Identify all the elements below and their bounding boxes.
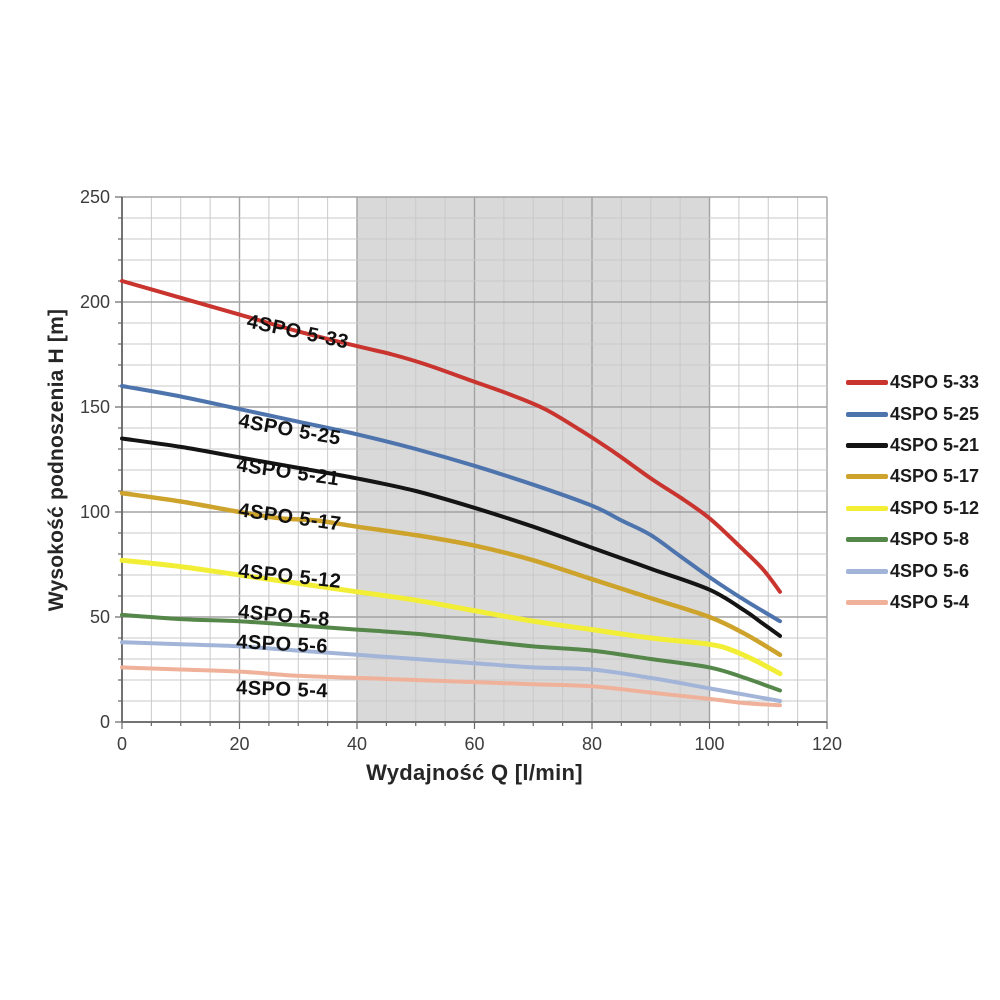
curve-label: 4SPO 5-4 xyxy=(236,677,329,702)
y-tick-label: 0 xyxy=(100,712,110,732)
x-tick-label: 120 xyxy=(812,734,842,754)
y-tick-label: 250 xyxy=(80,187,110,207)
legend-item: 4SPO 5-4 xyxy=(846,587,979,618)
legend-item: 4SPO 5-17 xyxy=(846,461,979,492)
series-4spo-5-8 xyxy=(120,612,782,693)
x-tick-label: 100 xyxy=(694,734,724,754)
legend-label: 4SPO 5-25 xyxy=(890,403,980,424)
curve-label: 4SPO 5-21 xyxy=(235,454,341,490)
curve-label: 4SPO 5-25 xyxy=(237,410,343,450)
series-4spo-5-6 xyxy=(120,640,782,703)
x-axis-title: Wydajność Q [l/min] xyxy=(366,760,583,785)
series-4spo-5-17 xyxy=(119,490,783,658)
legend-item: 4SPO 5-25 xyxy=(846,398,979,429)
legend: 4SPO 5-33 4SPO 5-25 4SPO 5-21 4SPO 5-17 4SPO… xyxy=(846,367,979,618)
legend-swatch xyxy=(846,442,888,448)
legend-swatch xyxy=(846,599,888,605)
legend-item: 4SPO 5-21 xyxy=(846,430,979,461)
series-4spo-5-12 xyxy=(119,557,783,677)
legend-item: 4SPO 5-6 xyxy=(846,555,979,586)
legend-swatch xyxy=(846,411,888,417)
y-tick-label: 50 xyxy=(90,607,110,627)
curve-label: 4SPO 5-12 xyxy=(237,560,342,593)
legend-label: 4SPO 5-12 xyxy=(890,497,980,518)
legend-label: 4SPO 5-17 xyxy=(890,466,980,487)
legend-label: 4SPO 5-6 xyxy=(890,560,970,581)
legend-item: 4SPO 5-8 xyxy=(846,524,979,555)
series-4spo-5-21 xyxy=(120,436,782,638)
legend-swatch xyxy=(846,505,888,511)
legend-swatch xyxy=(846,474,888,480)
series-4spo-5-33 xyxy=(120,279,782,594)
x-tick-label: 80 xyxy=(582,734,602,754)
curve-label: 4SPO 5-8 xyxy=(237,601,330,631)
legend-swatch xyxy=(846,568,888,574)
y-tick-label: 100 xyxy=(80,502,110,522)
x-tick-label: 40 xyxy=(347,734,367,754)
series-4spo-5-4 xyxy=(120,665,782,708)
legend-swatch xyxy=(846,537,888,543)
y-tick-label: 150 xyxy=(80,397,110,417)
x-tick-label: 0 xyxy=(117,734,127,754)
legend-label: 4SPO 5-33 xyxy=(890,372,980,393)
legend-label: 4SPO 5-21 xyxy=(890,434,980,455)
curve-label: 4SPO 5-17 xyxy=(237,499,343,535)
legend-item: 4SPO 5-12 xyxy=(846,493,979,524)
curve-label: 4SPO 5-6 xyxy=(236,631,329,658)
y-tick-label: 200 xyxy=(80,292,110,312)
legend-label: 4SPO 5-4 xyxy=(890,591,970,612)
legend-label: 4SPO 5-8 xyxy=(890,529,970,550)
legend-swatch xyxy=(846,380,888,386)
x-tick-label: 60 xyxy=(464,734,484,754)
series-4spo-5-25 xyxy=(120,384,782,624)
x-tick-label: 20 xyxy=(229,734,249,754)
y-axis-title: Wysokość podnoszenia H [m] xyxy=(45,308,68,612)
legend-item: 4SPO 5-33 xyxy=(846,367,979,398)
